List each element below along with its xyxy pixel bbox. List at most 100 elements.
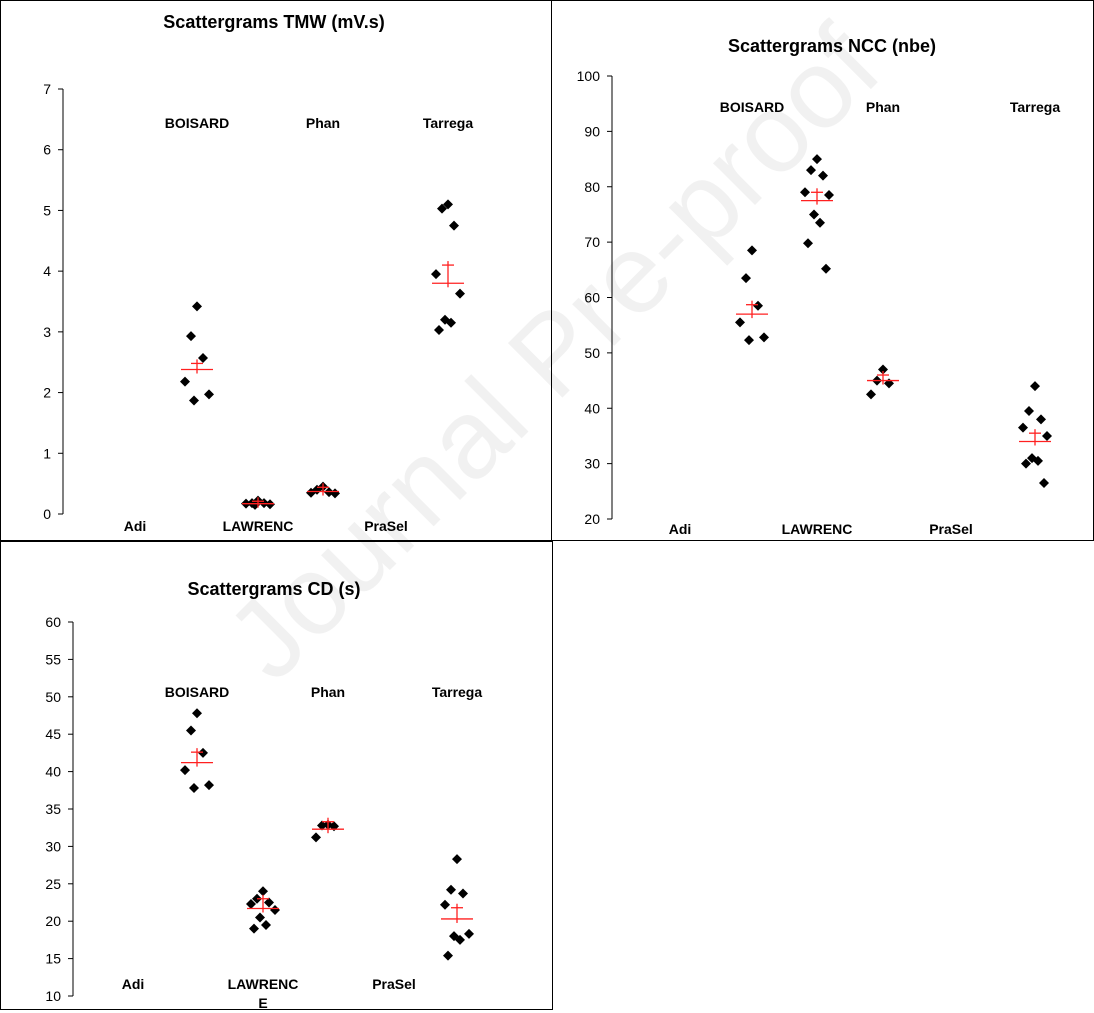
data-point [186, 331, 196, 342]
category-label: Tarrega [432, 684, 483, 700]
data-point [1024, 406, 1034, 417]
category-label: PraSel [929, 521, 973, 537]
chart-title: Scattergrams CD (s) [187, 579, 360, 599]
category-label: LAWRENC E [223, 518, 294, 539]
data-point [437, 203, 447, 214]
data-point [803, 238, 813, 249]
data-point [317, 820, 327, 831]
category-label: Adi [124, 518, 147, 534]
y-tick-label: 40 [584, 400, 600, 416]
category-label-line: Phan [306, 115, 340, 131]
data-point [821, 263, 831, 274]
data-point [249, 923, 259, 934]
data-point [204, 780, 214, 791]
data-point [443, 950, 453, 961]
y-tick-label: 20 [45, 913, 61, 929]
chart-svg-tmw: Scattergrams TMW (mV.s) 0 1 2 3 4 5 6 7 Adi BOISAR… [43, 12, 474, 553]
category-label-line: E [253, 537, 262, 539]
data-point [443, 199, 453, 210]
category-label-line: Tarrega [423, 115, 474, 131]
category-label: BOISARD [165, 115, 230, 131]
category-label: Phan [311, 684, 345, 700]
category-label-line: BOISARD [165, 115, 230, 131]
y-tick-label: 100 [577, 68, 601, 84]
y-tick-label: 50 [45, 689, 61, 705]
category-label-line: Phan [311, 684, 345, 700]
category-label: BOISARD [720, 99, 785, 115]
y-tick-label: 20 [584, 511, 600, 527]
data-point [806, 165, 816, 176]
data-point [270, 904, 280, 915]
data-point [824, 190, 834, 201]
data-point [258, 886, 268, 897]
data-point [180, 765, 190, 776]
category-label-line: Adi [669, 521, 692, 537]
y-tick-label: 70 [584, 234, 600, 250]
data-point [741, 273, 751, 284]
category-label-line: PraSel [929, 521, 973, 537]
data-point [1018, 422, 1028, 433]
category-label-line: Tarrega [1010, 99, 1061, 115]
data-point [198, 352, 208, 363]
data-point [818, 170, 828, 181]
y-tick-label: 25 [45, 876, 61, 892]
chart-svg-cd: Scattergrams CD (s) 10 15 20 25 30 35 40 45 50 55 6… [45, 579, 483, 1011]
data-point [809, 209, 819, 220]
data-point [186, 725, 196, 736]
data-point [1042, 430, 1052, 441]
chart-panel-ncc: Scattergrams NCC (nbe) 20 30 40 50 60 70 80 90 10… [551, 0, 1094, 556]
data-point [735, 317, 745, 328]
data-point [246, 898, 256, 909]
y-tick-label: 60 [45, 614, 61, 630]
category-label-line: LAWRENC [782, 521, 853, 537]
data-point [812, 154, 822, 165]
chart-svg-ncc: Scattergrams NCC (nbe) 20 30 40 50 60 70 80 90 10… [577, 36, 1061, 556]
data-point [1030, 381, 1040, 392]
y-tick-label: 10 [45, 988, 61, 1004]
data-point [753, 300, 763, 311]
data-point [449, 220, 459, 231]
y-tick-label: 55 [45, 651, 61, 667]
data-point [744, 335, 754, 346]
category-label: PraSel [372, 976, 416, 992]
chart-panel-cd: Scattergrams CD (s) 10 15 20 25 30 35 40 45 50 55 6… [0, 541, 553, 1011]
y-tick-label: 3 [43, 324, 51, 340]
y-tick-label: 80 [584, 179, 600, 195]
y-tick-label: 30 [45, 838, 61, 854]
category-label-line: BOISARD [165, 684, 230, 700]
data-point [866, 389, 876, 400]
data-point [455, 288, 465, 299]
data-point [747, 245, 757, 256]
data-point [1033, 455, 1043, 466]
y-tick-label: 2 [43, 385, 51, 401]
data-point [189, 783, 199, 794]
data-point [800, 187, 810, 198]
data-point [198, 747, 208, 758]
y-tick-label: 1 [43, 445, 51, 461]
category-label: BOISARD [165, 684, 230, 700]
category-label-line: Phan [866, 99, 900, 115]
category-label: Phan [306, 115, 340, 131]
y-tick-label: 7 [43, 81, 51, 97]
data-point [264, 897, 274, 908]
data-point [878, 364, 888, 375]
category-label-line: Adi [124, 518, 147, 534]
category-label: Adi [122, 976, 145, 992]
chart-title: Scattergrams TMW (mV.s) [163, 12, 384, 32]
data-point [330, 488, 340, 499]
data-point [884, 378, 894, 389]
category-label-line: E [258, 995, 267, 1008]
data-point [449, 931, 459, 942]
data-point [192, 301, 202, 312]
category-label: PraSel [364, 518, 408, 534]
y-tick-label: 90 [584, 123, 600, 139]
data-point [431, 269, 441, 280]
y-tick-label: 30 [584, 456, 600, 472]
y-tick-label: 0 [43, 506, 51, 522]
y-tick-label: 15 [45, 951, 61, 967]
category-label-line: LAWRENC [223, 518, 294, 534]
category-label-line: Tarrega [432, 684, 483, 700]
data-point [204, 389, 214, 400]
